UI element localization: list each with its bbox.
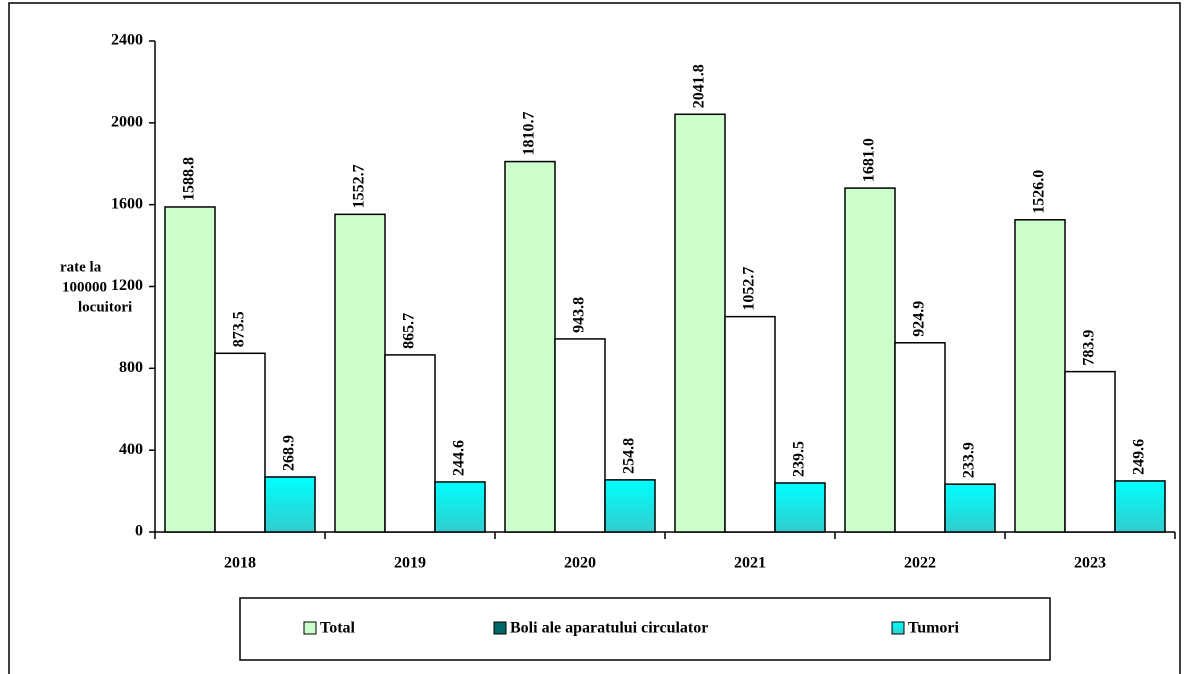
legend-box — [239, 597, 1051, 661]
frame — [8, 2, 1181, 674]
bar — [334, 213, 386, 533]
x-tick-label: 2019 — [394, 555, 426, 572]
bar — [384, 354, 436, 533]
legend-swatch — [303, 621, 317, 635]
bar — [1064, 370, 1116, 533]
bar — [774, 482, 826, 533]
bar — [894, 342, 946, 533]
value-label: 1588.8 — [181, 157, 198, 201]
y-tick-label: 2000 — [111, 114, 143, 131]
legend-label: Total — [320, 620, 356, 637]
value-label: 1052.7 — [741, 267, 758, 311]
value-label: 239.5 — [791, 441, 808, 477]
value-label: 783.9 — [1081, 330, 1098, 366]
value-label: 865.7 — [401, 313, 418, 349]
bar — [844, 187, 896, 533]
bar — [554, 338, 606, 533]
bar — [1114, 480, 1166, 533]
value-label: 249.6 — [1131, 439, 1148, 475]
bar — [944, 483, 996, 533]
y-tick-label: 800 — [119, 359, 143, 376]
bar — [504, 160, 556, 533]
legend-label: Boli ale aparatului circulator — [510, 620, 708, 637]
value-label: 1552.7 — [351, 164, 368, 208]
x-tick-label: 2023 — [1074, 555, 1106, 572]
y-axis-label: rate la — [60, 259, 102, 275]
x-tick-label: 2022 — [904, 555, 936, 572]
x-tick-label: 2021 — [734, 555, 766, 572]
value-label: 873.5 — [231, 311, 248, 347]
y-axis-label: locuitori — [78, 299, 132, 315]
y-tick-label: 1200 — [111, 277, 143, 294]
y-tick-label: 0 — [135, 523, 143, 540]
bar — [164, 206, 216, 533]
bar — [604, 479, 656, 533]
legend-swatch — [891, 621, 905, 635]
bar — [214, 352, 266, 533]
value-label: 244.6 — [451, 440, 468, 476]
bar — [434, 481, 486, 533]
bar — [1014, 219, 1066, 533]
legend-swatch — [493, 621, 507, 635]
bar — [724, 315, 776, 533]
value-label: 924.9 — [911, 301, 928, 337]
bar — [674, 113, 726, 533]
legend-label: Tumori — [908, 620, 960, 637]
y-tick-label: 2400 — [111, 32, 143, 49]
x-tick-label: 2020 — [564, 555, 596, 572]
bar — [264, 476, 316, 533]
value-label: 2041.8 — [691, 64, 708, 108]
value-label: 1526.0 — [1031, 170, 1048, 214]
value-label: 1810.7 — [521, 112, 538, 156]
y-axis-label: 100000 — [62, 279, 107, 295]
y-tick-label: 400 — [119, 441, 143, 458]
x-tick-label: 2018 — [224, 555, 256, 572]
value-label: 254.8 — [621, 438, 638, 474]
value-label: 943.8 — [571, 297, 588, 333]
value-label: 268.9 — [281, 435, 298, 471]
value-label: 233.9 — [961, 442, 978, 478]
y-tick-label: 1600 — [111, 195, 143, 212]
value-label: 1681.0 — [861, 138, 878, 182]
